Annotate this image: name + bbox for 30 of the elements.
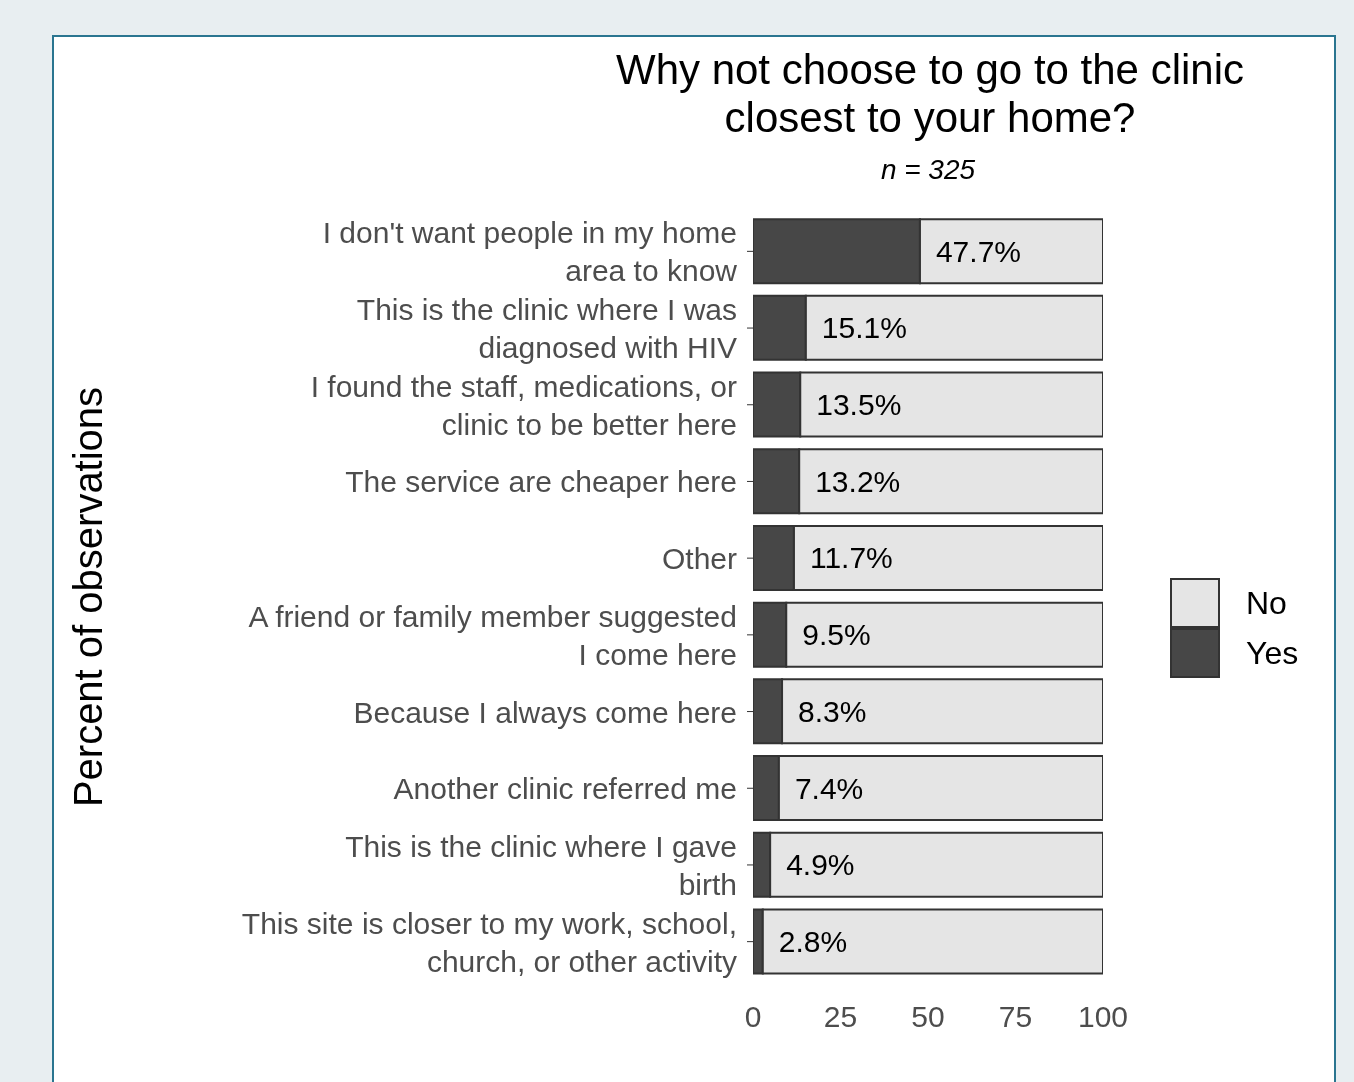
data-label: 2.8% — [778, 924, 848, 958]
y-axis-title: Percent of observations — [65, 386, 111, 808]
y-tick-label: I found the staff, medications, or clinic to be better here — [310, 369, 738, 441]
data-label: 7.4% — [794, 771, 864, 805]
y-tick-label: Another clinic referred me — [393, 771, 737, 805]
y-tick-label: I don't want people in my home area to know — [322, 215, 738, 287]
chart-subtitle: n = 325 — [879, 154, 977, 186]
y-tick-label: A friend or family member suggested I come here — [248, 599, 737, 671]
data-label: 4.9% — [786, 848, 855, 882]
y-tick-label: The service are cheaper here — [345, 464, 737, 498]
x-tick-label: 100 — [1077, 1000, 1129, 1034]
data-label: 13.2% — [815, 464, 901, 498]
x-tick-label: 75 — [998, 1000, 1033, 1034]
y-tick-label: Because I always come here — [353, 695, 737, 729]
data-label: 13.5% — [816, 388, 902, 422]
legend-label: No — [1246, 584, 1287, 622]
data-label: 9.5% — [802, 618, 871, 652]
y-tick-label: Other — [661, 541, 738, 575]
y-tick-label: This is the clinic where I gave birth — [345, 829, 737, 901]
x-tick-label: 25 — [823, 1000, 858, 1034]
legend-label: Yes — [1246, 634, 1299, 672]
x-tick-label: 0 — [744, 1000, 762, 1034]
y-tick-label: This is the clinic where I was diagnosed with HIV — [356, 292, 737, 364]
data-label: 15.1% — [821, 311, 907, 345]
x-tick-label: 50 — [911, 1000, 945, 1034]
data-label: 47.7% — [935, 234, 1022, 268]
data-label: 11.7% — [809, 541, 893, 575]
y-tick-label: This site is closer to my work, school, church, or other activity — [241, 906, 737, 978]
data-label: 8.3% — [798, 694, 867, 728]
chart-title: Why not choose to go to the clinic closest to your home? — [615, 46, 1245, 142]
